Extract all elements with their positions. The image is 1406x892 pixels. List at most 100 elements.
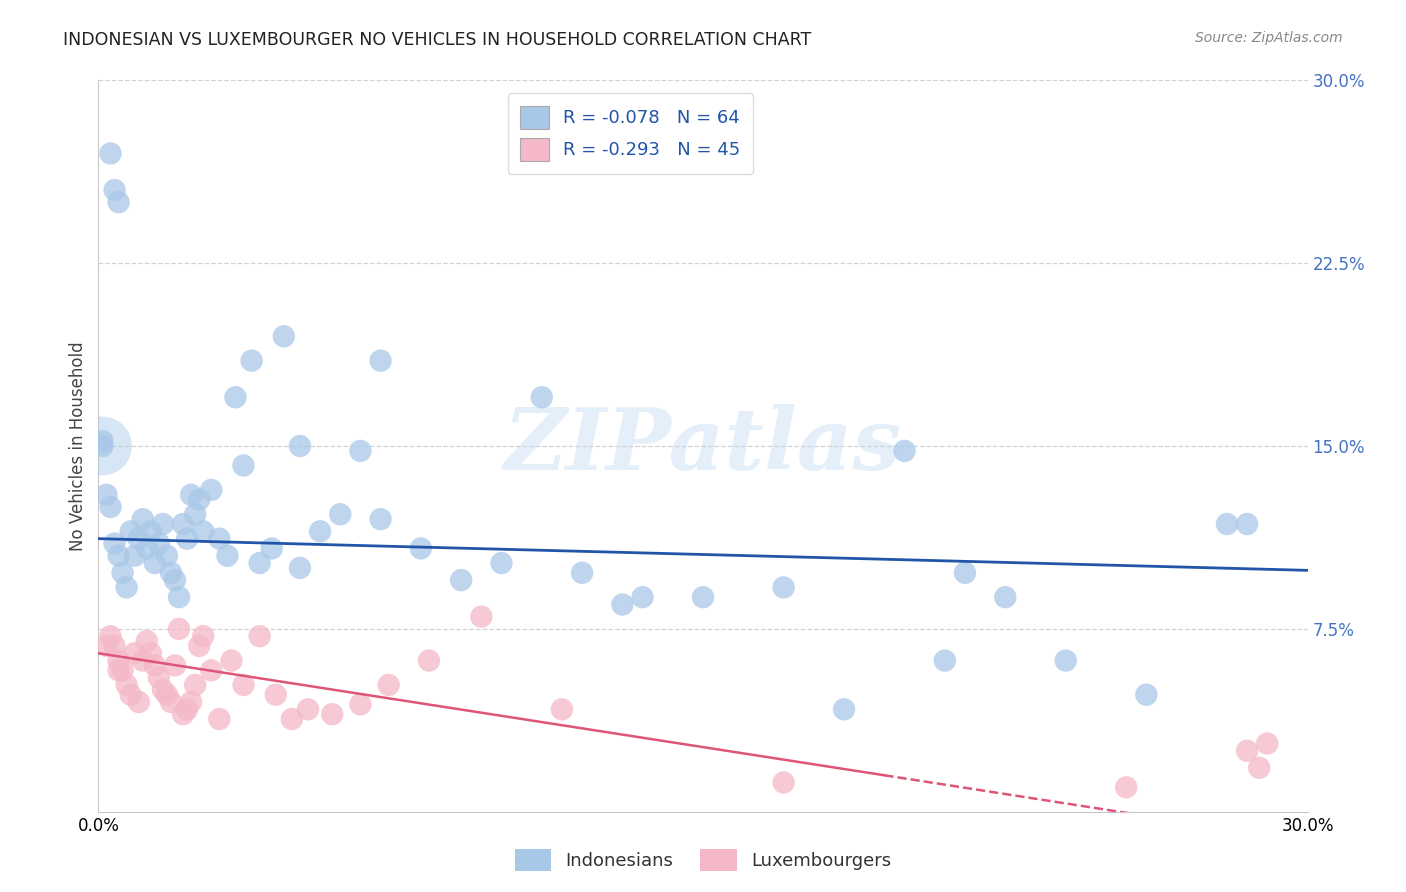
- Point: [91, 439, 114, 453]
- Point: [1256, 736, 1278, 750]
- Text: Source: ZipAtlas.com: Source: ZipAtlas.com: [1195, 31, 1343, 45]
- Point: [107, 654, 129, 668]
- Point: [193, 629, 215, 643]
- Text: ZIPatlas: ZIPatlas: [503, 404, 903, 488]
- Point: [1115, 780, 1137, 795]
- Y-axis label: No Vehicles in Household: No Vehicles in Household: [69, 341, 87, 551]
- Point: [100, 146, 122, 161]
- Point: [409, 541, 432, 556]
- Point: [91, 439, 114, 453]
- Point: [232, 458, 254, 473]
- Point: [349, 698, 371, 712]
- Point: [1236, 744, 1258, 758]
- Point: [148, 671, 170, 685]
- Point: [128, 695, 150, 709]
- Point: [297, 702, 319, 716]
- Point: [163, 658, 186, 673]
- Point: [232, 678, 254, 692]
- Point: [132, 654, 155, 668]
- Point: [115, 678, 138, 692]
- Point: [184, 678, 207, 692]
- Point: [450, 573, 472, 587]
- Point: [470, 609, 492, 624]
- Point: [120, 688, 142, 702]
- Point: [953, 566, 976, 580]
- Point: [103, 639, 125, 653]
- Point: [200, 663, 222, 677]
- Point: [1054, 654, 1077, 668]
- Point: [188, 639, 211, 653]
- Point: [208, 532, 231, 546]
- Point: [370, 353, 392, 368]
- Point: [217, 549, 239, 563]
- Point: [124, 549, 146, 563]
- Point: [143, 658, 166, 673]
- Point: [135, 634, 157, 648]
- Point: [91, 434, 114, 449]
- Point: [128, 532, 150, 546]
- Point: [96, 488, 118, 502]
- Point: [612, 598, 634, 612]
- Point: [143, 556, 166, 570]
- Point: [172, 516, 194, 531]
- Point: [111, 663, 134, 677]
- Point: [329, 508, 352, 522]
- Point: [107, 195, 129, 210]
- Point: [160, 566, 183, 580]
- Point: [260, 541, 283, 556]
- Point: [167, 590, 190, 604]
- Point: [115, 581, 138, 595]
- Text: INDONESIAN VS LUXEMBOURGER NO VEHICLES IN HOUSEHOLD CORRELATION CHART: INDONESIAN VS LUXEMBOURGER NO VEHICLES I…: [63, 31, 811, 49]
- Point: [160, 695, 183, 709]
- Point: [163, 573, 186, 587]
- Point: [156, 688, 179, 702]
- Point: [221, 654, 243, 668]
- Point: [172, 707, 194, 722]
- Point: [631, 590, 654, 604]
- Point: [288, 561, 311, 575]
- Point: [103, 536, 125, 550]
- Point: [273, 329, 295, 343]
- Point: [103, 183, 125, 197]
- Point: [107, 549, 129, 563]
- Point: [200, 483, 222, 497]
- Point: [180, 695, 202, 709]
- Point: [124, 646, 146, 660]
- Point: [551, 702, 574, 716]
- Point: [571, 566, 593, 580]
- Point: [188, 492, 211, 507]
- Point: [1135, 688, 1157, 702]
- Point: [156, 549, 179, 563]
- Point: [132, 512, 155, 526]
- Point: [309, 524, 332, 539]
- Legend: Indonesians, Luxembourgers: Indonesians, Luxembourgers: [508, 842, 898, 879]
- Point: [120, 524, 142, 539]
- Point: [139, 646, 162, 660]
- Point: [893, 443, 915, 458]
- Point: [180, 488, 202, 502]
- Point: [249, 556, 271, 570]
- Point: [249, 629, 271, 643]
- Point: [772, 581, 794, 595]
- Point: [96, 639, 118, 653]
- Point: [264, 688, 287, 702]
- Point: [100, 500, 122, 514]
- Point: [139, 524, 162, 539]
- Point: [152, 516, 174, 531]
- Point: [418, 654, 440, 668]
- Point: [491, 556, 513, 570]
- Point: [193, 524, 215, 539]
- Point: [1216, 516, 1239, 531]
- Point: [184, 508, 207, 522]
- Point: [832, 702, 855, 716]
- Point: [288, 439, 311, 453]
- Point: [208, 712, 231, 726]
- Point: [321, 707, 343, 722]
- Point: [111, 566, 134, 580]
- Point: [167, 622, 190, 636]
- Point: [176, 702, 198, 716]
- Point: [107, 663, 129, 677]
- Point: [1249, 761, 1271, 775]
- Point: [1236, 516, 1258, 531]
- Point: [530, 390, 553, 404]
